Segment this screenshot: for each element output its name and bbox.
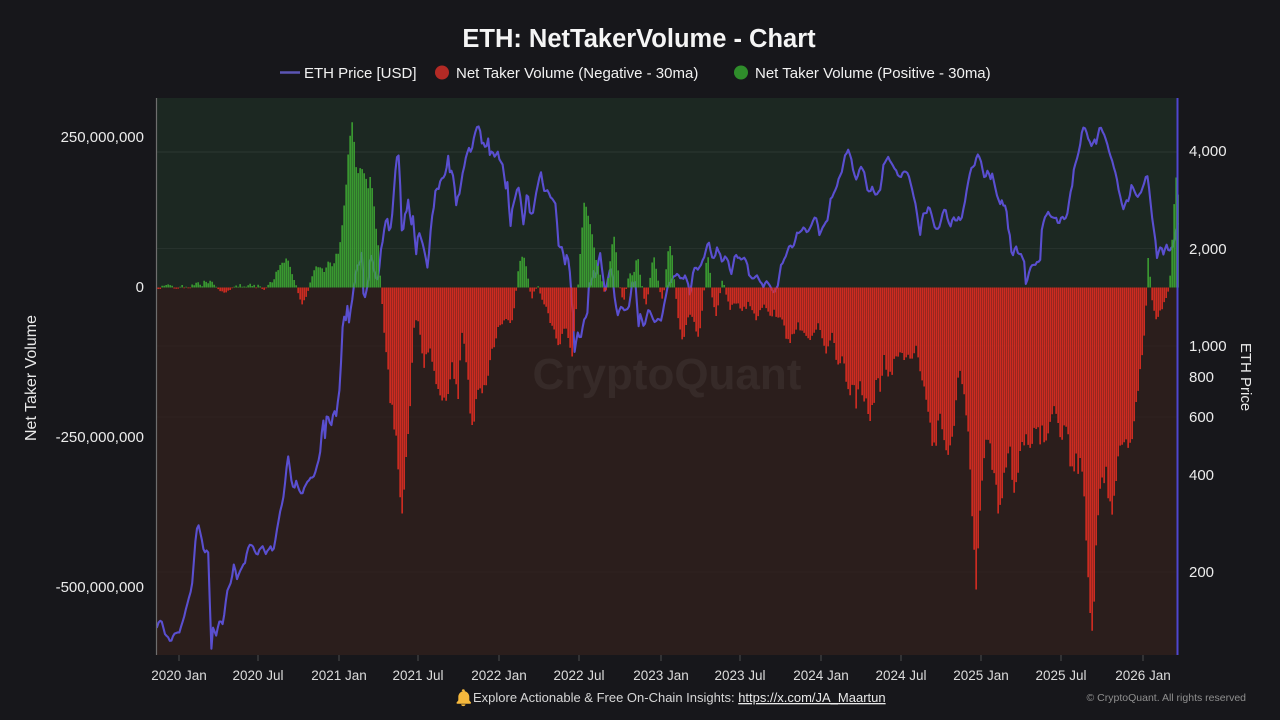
svg-text:2025 Jul: 2025 Jul (1035, 668, 1086, 683)
svg-text:2020 Jan: 2020 Jan (151, 668, 207, 683)
svg-text:2022 Jan: 2022 Jan (471, 668, 527, 683)
svg-text:2024 Jan: 2024 Jan (793, 668, 849, 683)
svg-text:Net Taker Volume (Positive - 3: Net Taker Volume (Positive - 30ma) (755, 65, 991, 82)
svg-text:400: 400 (1189, 467, 1214, 484)
svg-text:Net Taker Volume (Negative - 3: Net Taker Volume (Negative - 30ma) (456, 65, 698, 82)
svg-text:2023 Jan: 2023 Jan (633, 668, 689, 683)
svg-text:2026 Jan: 2026 Jan (1115, 668, 1171, 683)
svg-text:800: 800 (1189, 369, 1214, 386)
svg-text:0: 0 (136, 279, 144, 296)
svg-text:2022 Jul: 2022 Jul (553, 668, 604, 683)
svg-text:2021 Jul: 2021 Jul (392, 668, 443, 683)
svg-text:© CryptoQuant. All rights rese: © CryptoQuant. All rights reserved (1087, 692, 1247, 704)
svg-text:-250,000,000: -250,000,000 (56, 429, 144, 446)
svg-text:CryptoQuant: CryptoQuant (533, 350, 802, 399)
svg-text:1,000: 1,000 (1189, 338, 1227, 355)
svg-text:ETH Price: ETH Price (1237, 343, 1254, 411)
svg-text:Net Taker Volume: Net Taker Volume (23, 315, 40, 441)
svg-text:-500,000,000: -500,000,000 (56, 579, 144, 596)
svg-text:250,000,000: 250,000,000 (61, 129, 144, 146)
svg-text:600: 600 (1189, 409, 1214, 426)
svg-text:200: 200 (1189, 564, 1214, 581)
svg-text:4,000: 4,000 (1189, 143, 1227, 160)
svg-text:ETH: NetTakerVolume - Chart: ETH: NetTakerVolume - Chart (462, 25, 816, 53)
svg-text:2020 Jul: 2020 Jul (232, 668, 283, 683)
svg-text:Explore Actionable & Free On-C: Explore Actionable & Free On-Chain Insig… (473, 690, 886, 705)
svg-text:2,000: 2,000 (1189, 241, 1227, 258)
svg-text:2021 Jan: 2021 Jan (311, 668, 367, 683)
svg-text:2024 Jul: 2024 Jul (875, 668, 926, 683)
svg-text:2025 Jan: 2025 Jan (953, 668, 1009, 683)
svg-text:ETH Price [USD]: ETH Price [USD] (304, 65, 417, 82)
svg-text:2023 Jul: 2023 Jul (714, 668, 765, 683)
